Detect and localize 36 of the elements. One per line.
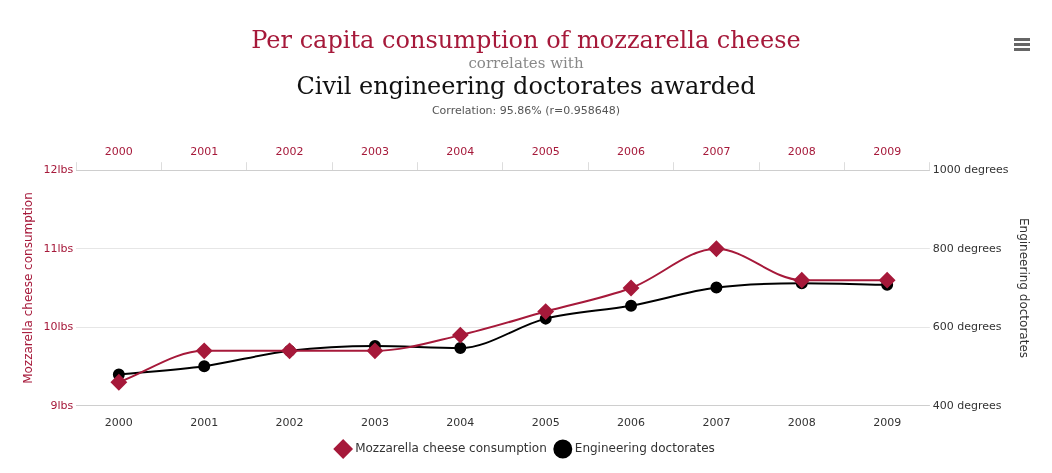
chart-title: Per capita consumption of mozzarella cheese	[250, 25, 802, 54]
y-axis-title: Mozzarella cheese consumption	[21, 192, 36, 384]
y-tick-label: 9lbs	[50, 398, 74, 412]
y-tick-label: 12lbs	[43, 163, 74, 177]
x-tick-label: 2005	[531, 416, 560, 430]
category-label: 2007	[702, 145, 731, 159]
y2-axis-title: Engineering doctorates	[1016, 217, 1031, 359]
category-label: 2002	[275, 145, 304, 159]
y-tick-label: 10lbs	[43, 320, 74, 334]
category-label: 2008	[787, 145, 816, 159]
category-label: 2004	[446, 145, 475, 159]
x-tick-label: 2006	[617, 416, 646, 430]
category-label: 2005	[531, 145, 560, 159]
x-tick-label: 2001	[190, 416, 219, 430]
text: Civil engineering doctorates awarded	[295, 72, 757, 100]
x-tick-label: 2004	[446, 416, 475, 430]
x-tick-label: 2009	[873, 416, 902, 430]
y-tick-label: 11lbs	[43, 241, 74, 255]
x-tick-label: 2000	[104, 416, 133, 430]
category-label: 2009	[873, 145, 902, 159]
y2-tick-label: 400 degrees	[932, 398, 1002, 412]
legend-label: Engineering doctorates	[574, 441, 715, 456]
legend-label: Mozzarella cheese consumption	[355, 441, 547, 456]
y2-tick-label: 1000 degrees	[932, 163, 1009, 177]
category-label: 2001	[190, 145, 219, 159]
y2-tick-label: 600 degrees	[932, 320, 1002, 334]
x-tick-label: 2007	[702, 416, 731, 430]
category-label: 2003	[360, 145, 389, 159]
x-tick-label: 2003	[360, 416, 389, 430]
y2-tick-label: 800 degrees	[932, 241, 1002, 255]
x-tick-label: 2002	[275, 416, 304, 430]
chart-subtitle: correlates with	[467, 54, 585, 72]
category-label: 2000	[104, 145, 133, 159]
x-tick-label: 2008	[787, 416, 816, 430]
category-label: 2006	[617, 145, 646, 159]
text: Correlation: 95.86% (r=0.958648)	[430, 104, 622, 117]
